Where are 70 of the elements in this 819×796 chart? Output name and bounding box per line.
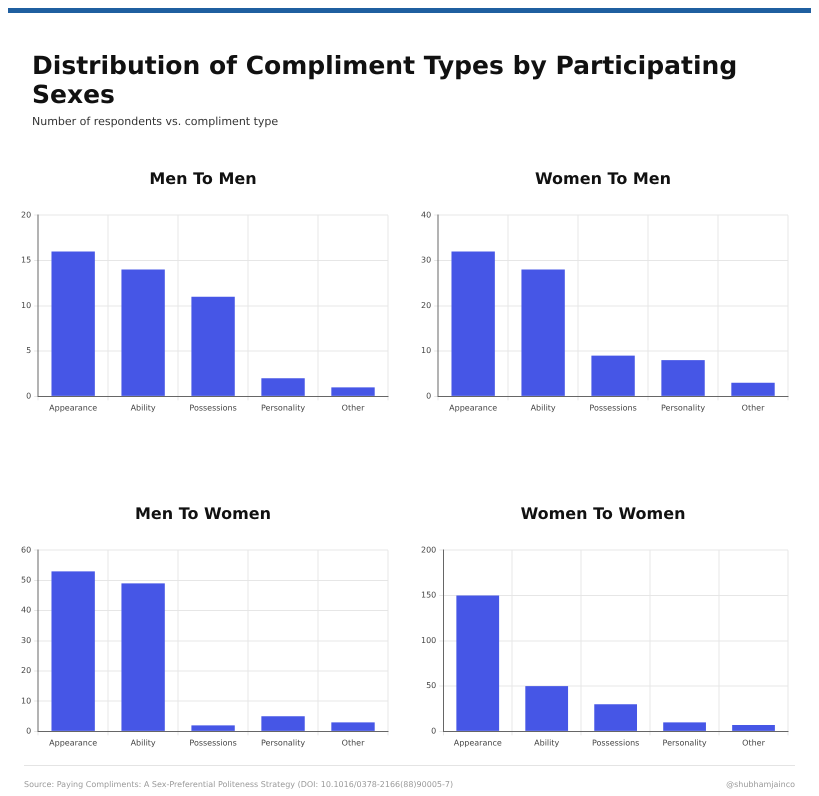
text: @shubhamjainco (726, 780, 795, 789)
bar (451, 251, 495, 396)
x-tick-label: Ability (130, 403, 156, 412)
y-tick-label: 40 (420, 210, 432, 220)
bar (51, 571, 95, 731)
x-tick-label: Appearance (454, 738, 502, 748)
x-tick-label: Appearance (49, 738, 98, 748)
y-tick-label: 40 (20, 606, 32, 615)
chart-title: Men To Women (134, 504, 272, 523)
x-tick-label: Ability (534, 738, 560, 748)
x-tick-label: Other (742, 738, 766, 748)
chart-title: Women To Women (520, 504, 686, 523)
x-tick-label: Personality (261, 738, 306, 748)
bar (456, 596, 500, 731)
y-tick-label: 30 (420, 256, 432, 265)
x-tick-label: Possessions (589, 403, 637, 412)
bar (51, 251, 95, 396)
chart-title: Women To Men (534, 168, 672, 188)
text: Distribution of Compliment Types by Participating Sexes (32, 51, 738, 109)
y-tick-label: 200 (420, 545, 436, 554)
x-tick-label: Ability (130, 738, 156, 748)
bar (732, 725, 775, 731)
bar (191, 296, 235, 396)
y-tick-label: 20 (420, 300, 432, 310)
x-tick-label: Personality (261, 403, 306, 412)
bar (525, 686, 568, 731)
text: Number of respondents vs. compliment type (32, 115, 280, 128)
y-tick-label: 0 (26, 726, 32, 736)
x-tick-label: Other (342, 403, 366, 412)
y-tick-label: 5 (26, 346, 32, 356)
y-tick-label: 100 (420, 636, 436, 645)
chart-title: Men To Men (149, 168, 257, 188)
y-tick-label: 30 (20, 636, 32, 645)
bar (591, 356, 635, 396)
x-tick-label: Other (742, 403, 766, 412)
x-tick-label: Appearance (49, 403, 98, 412)
y-tick-label: 10 (20, 300, 32, 310)
bar (331, 722, 375, 731)
x-tick-label: Ability (530, 403, 556, 412)
bar (521, 270, 565, 396)
bar (121, 583, 165, 731)
x-tick-label: Personality (662, 738, 707, 748)
y-tick-label: 15 (20, 256, 32, 265)
y-tick-label: 10 (20, 696, 32, 706)
y-tick-label: 0 (431, 726, 436, 736)
y-tick-label: 20 (20, 666, 32, 676)
y-tick-label: 50 (20, 575, 32, 584)
bar (594, 704, 638, 731)
bar (731, 382, 775, 396)
x-tick-label: Appearance (449, 403, 498, 412)
bar (331, 387, 375, 396)
x-tick-label: Possessions (189, 403, 237, 412)
y-tick-label: 150 (420, 590, 436, 600)
y-tick-label: 20 (20, 210, 32, 220)
source-note: Source: Paying Compliments: A Sex-Preferential Politeness Strategy (DOI: 10.1016/0378-2166(88)90005-7) (24, 780, 454, 789)
bar (261, 378, 305, 396)
y-tick-label: 0 (26, 391, 32, 400)
bar (661, 360, 705, 396)
x-tick-label: Possessions (592, 738, 640, 748)
bar (261, 716, 305, 731)
bar (191, 725, 235, 731)
y-tick-label: 0 (426, 391, 432, 400)
x-tick-label: Possessions (189, 738, 237, 748)
x-tick-label: Personality (661, 403, 706, 412)
y-tick-label: 50 (426, 681, 436, 690)
y-tick-label: 10 (420, 346, 432, 356)
bar (121, 270, 165, 396)
y-tick-label: 60 (20, 545, 32, 554)
x-tick-label: Other (342, 738, 366, 748)
bar (663, 722, 706, 731)
